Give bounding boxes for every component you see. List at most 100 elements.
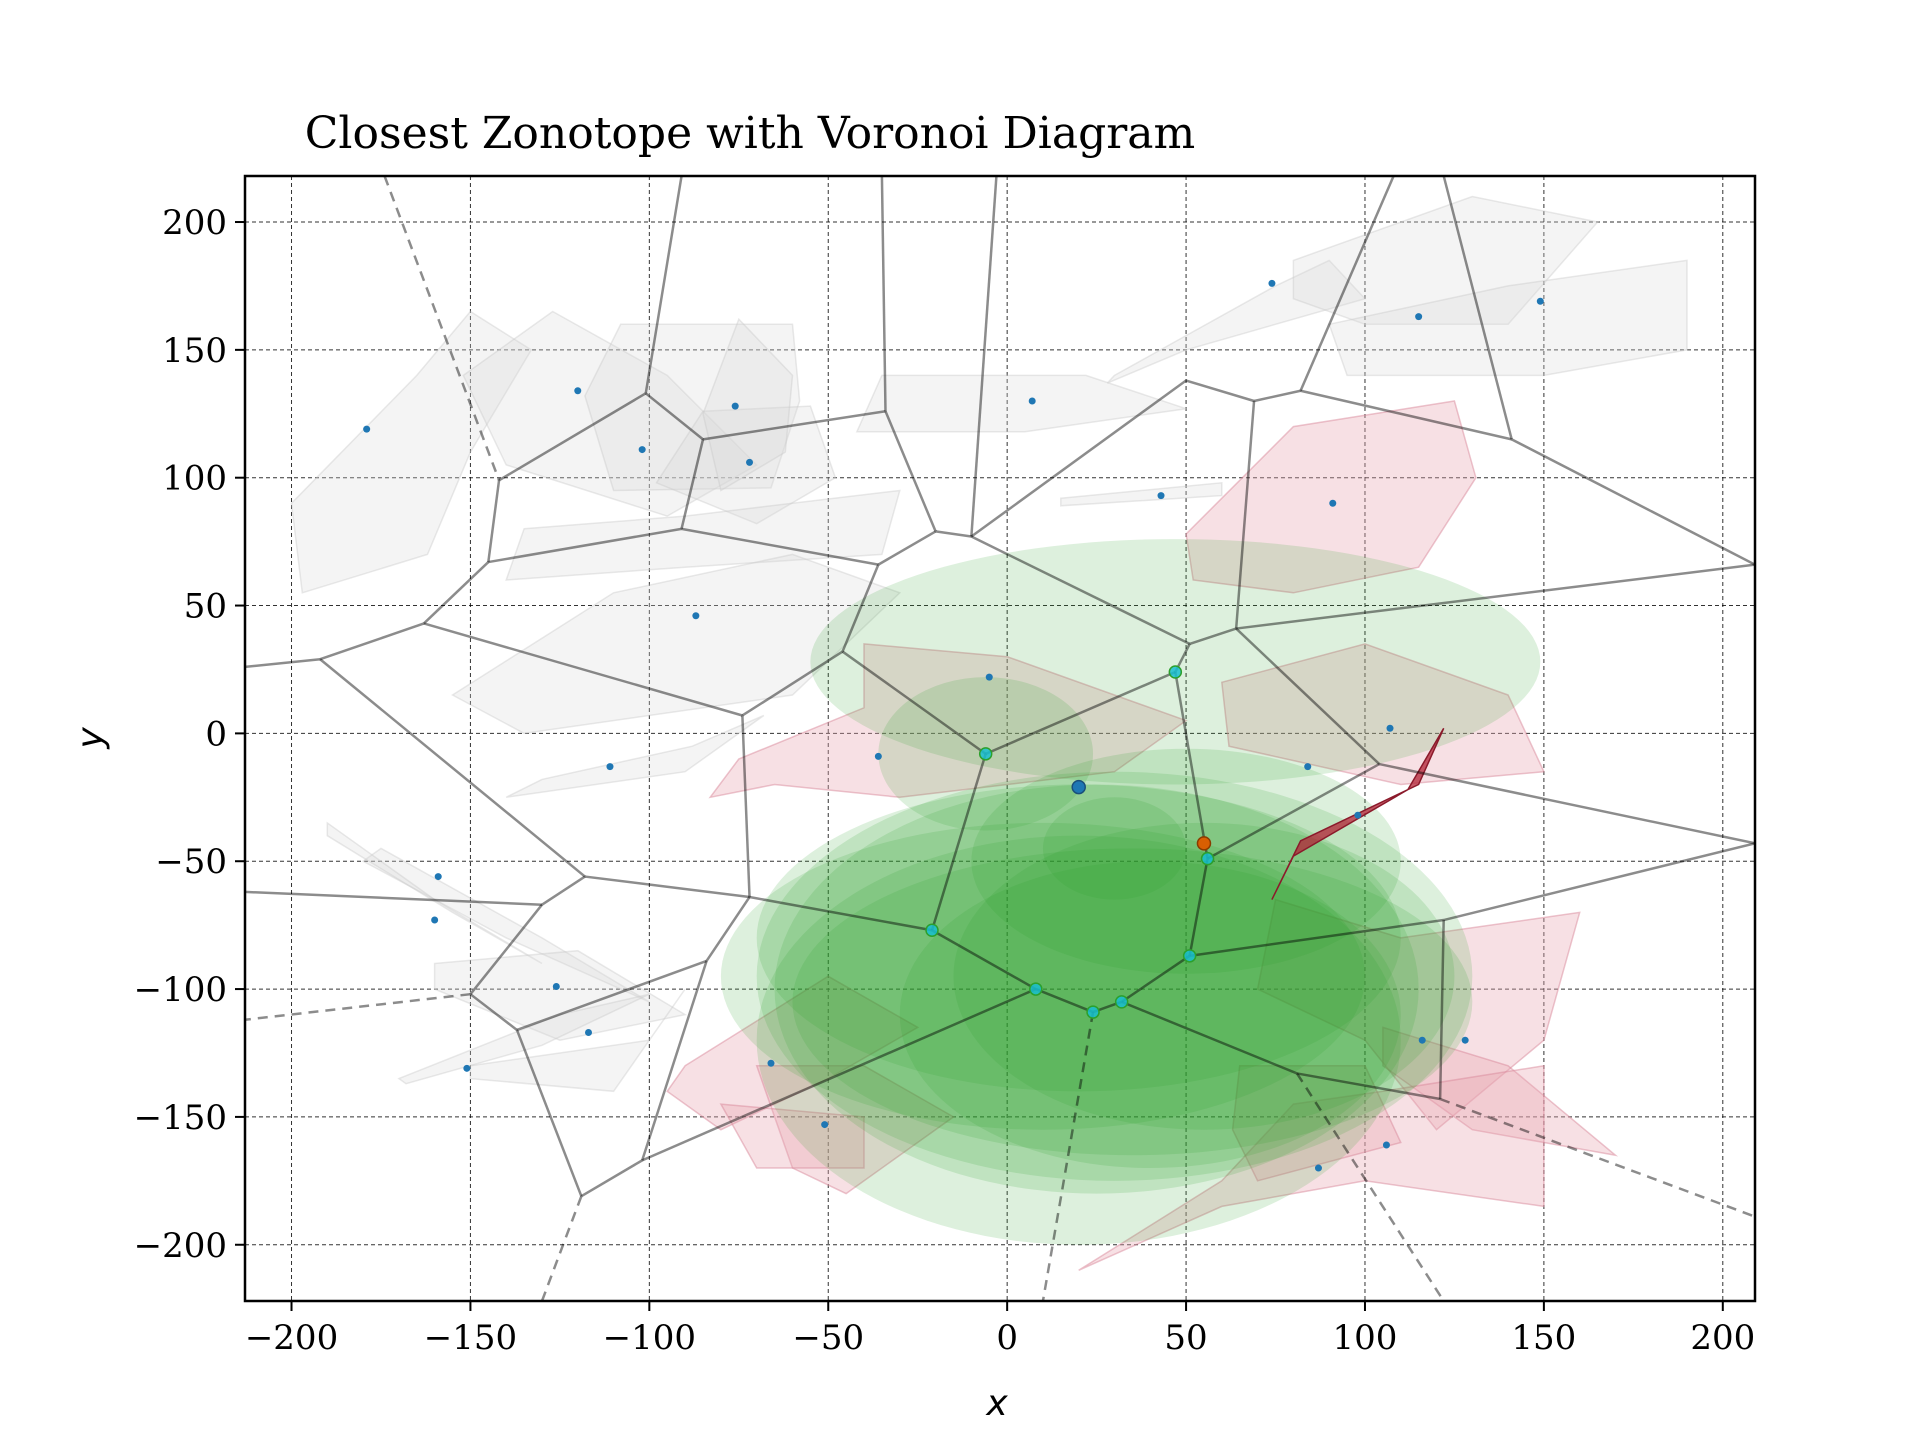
data-point (1329, 499, 1337, 507)
green-ellipse (792, 848, 1473, 1156)
data-point (1314, 1164, 1322, 1172)
gray-zonotope (1060, 481, 1223, 507)
gray-zonotope (855, 374, 1187, 433)
gray-zonotope (584, 323, 801, 492)
data-point (363, 425, 371, 433)
green-ellipse (953, 822, 1455, 1130)
voronoi-vertex (925, 923, 939, 938)
x-tick-label: 50 (1164, 1318, 1207, 1358)
x-tick-label: −150 (424, 1318, 517, 1358)
voronoi-dashed-edge (1041, 1011, 1095, 1301)
gray-zonotope (1328, 259, 1688, 377)
closest-point (1196, 836, 1212, 851)
data-point (1382, 1141, 1390, 1149)
voronoi-edge (1443, 842, 1755, 922)
data-point (585, 1029, 593, 1037)
voronoi-edge (580, 1159, 643, 1198)
data-point (746, 458, 754, 466)
gray-zonotope (433, 949, 688, 1041)
y-axis-label: y (70, 727, 111, 750)
voronoi-edge (970, 379, 1187, 538)
y-tick-label: 150 (162, 331, 227, 371)
data-point (985, 673, 993, 681)
voronoi-edge (319, 658, 586, 878)
data-point (731, 402, 739, 410)
data-point (874, 752, 882, 760)
voronoi-edge (1189, 627, 1237, 646)
voronoi-edge (1236, 563, 1755, 630)
data-point (1304, 763, 1312, 771)
data-point (431, 916, 439, 924)
voronoi-edge (1379, 762, 1755, 845)
voronoi-edge (1120, 954, 1191, 1003)
voronoi-edge (1253, 389, 1301, 403)
voronoi-vertex (978, 747, 993, 761)
gray-zonotope (397, 993, 650, 1085)
voronoi-edge (985, 670, 1176, 755)
gray-zonotope (326, 821, 543, 965)
plot-frame (243, 174, 1757, 1303)
voronoi-edge (515, 1029, 583, 1197)
data-point (638, 446, 646, 454)
voronoi-edge (741, 715, 751, 898)
data-point (821, 1121, 829, 1129)
data-point (434, 873, 442, 881)
gray-zonotope (1292, 195, 1600, 326)
voronoi-edge (487, 480, 501, 563)
x-tick-label: 150 (1511, 1318, 1576, 1358)
voronoi-edge (741, 650, 844, 717)
voronoi-edge (1299, 176, 1395, 392)
x-tick-label: −200 (245, 1318, 338, 1358)
chart-title: Closest Zonotope with Voronoi Diagram (305, 108, 1195, 159)
gray-zonotope (361, 847, 650, 1003)
y-tick-label: −150 (134, 1098, 227, 1138)
voronoi-edge (644, 392, 704, 441)
voronoi-edge (516, 959, 708, 1032)
voronoi-edge (488, 527, 682, 564)
plot-area (245, 176, 1755, 1301)
voronoi-edge (640, 960, 708, 1161)
voronoi-edge (423, 622, 743, 717)
pink-zonotope (1185, 400, 1477, 594)
data-point (552, 983, 560, 991)
gray-zonotope (1106, 259, 1367, 384)
voronoi-edge (584, 875, 750, 899)
voronoi-dashed-edge (245, 992, 471, 1021)
voronoi-edge (1438, 920, 1445, 1100)
voronoi-vertex (1114, 995, 1129, 1009)
green-ellipse (899, 861, 1401, 1169)
grid (245, 176, 1755, 1301)
axis-ticks: −200 −150 −100 −50 0 50 100 150 200 −200 −150 −100 −… (134, 203, 1756, 1358)
x-tick-label: −100 (603, 1318, 696, 1358)
green-ellipse (756, 835, 1401, 1245)
voronoi-edge (469, 903, 543, 995)
voronoi-edge (469, 993, 518, 1031)
voronoi-edge (1121, 1000, 1298, 1075)
voronoi-edge (1189, 918, 1444, 958)
y-tick-label: −200 (134, 1226, 227, 1266)
x-axis-label: x (985, 1383, 1008, 1424)
gray-zonotope (505, 489, 901, 581)
voronoi-edge (541, 875, 586, 906)
pink-zonotope (666, 975, 920, 1131)
data-point (692, 612, 700, 620)
voronoi-edge (680, 439, 705, 530)
data-point (463, 1064, 471, 1072)
voronoi-edge (749, 895, 933, 932)
data-point (1028, 397, 1036, 405)
gray-zonotope (469, 988, 686, 1093)
data-point (574, 387, 582, 395)
voronoi-edge (841, 564, 880, 653)
query-point (1071, 779, 1086, 795)
green-ellipse (756, 784, 1401, 1092)
gray-zonotope (655, 405, 837, 525)
gray-zonotope (462, 310, 758, 517)
voronoi-edge (641, 987, 1037, 1162)
y-tick-label: 200 (162, 203, 227, 243)
voronoi-edge (1511, 438, 1755, 566)
voronoi-edge (1188, 858, 1209, 957)
green-ellipse (810, 539, 1541, 785)
gray-zonotope (451, 553, 902, 735)
data-point (1461, 1036, 1469, 1044)
